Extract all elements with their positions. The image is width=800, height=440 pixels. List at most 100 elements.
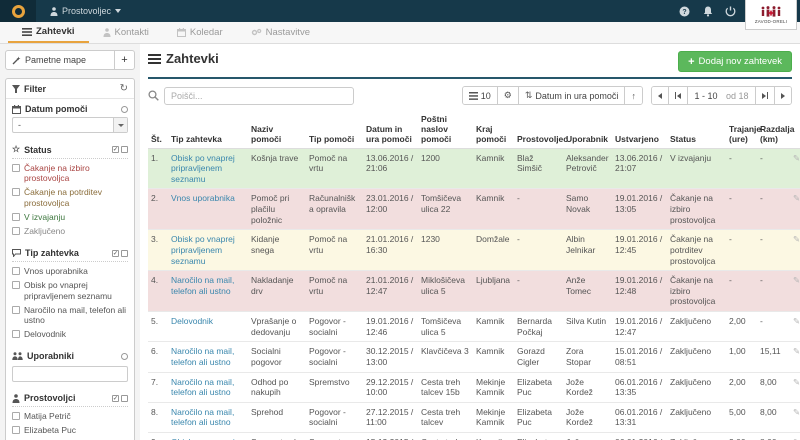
page-size-button[interactable]: 10 xyxy=(462,87,498,104)
cell-user: Albin Jelnikar xyxy=(563,229,612,272)
date-filter-clear-icon[interactable] xyxy=(121,105,128,113)
select-all-checkbox-icon[interactable]: ✓ xyxy=(112,146,119,153)
select-all-checkbox-icon[interactable]: ✓ xyxy=(112,394,119,402)
checkbox[interactable] xyxy=(12,188,20,197)
cell-place: Kamnik xyxy=(473,311,514,343)
filter-funnel-icon xyxy=(12,84,20,93)
cell-status: Čakanje na izbiro prostovoljca xyxy=(667,188,726,231)
edit-pencil-icon[interactable]: ✎ xyxy=(793,234,800,245)
edit-pencil-icon[interactable]: ✎ xyxy=(793,152,800,163)
add-smart-folder-button[interactable]: + xyxy=(114,51,134,69)
page-title: Zahtevki xyxy=(166,51,219,66)
checkbox[interactable] xyxy=(12,426,20,435)
sort-direction-button[interactable]: ↑ xyxy=(625,87,642,104)
add-request-button[interactable]: + Dodaj nov zahtevek xyxy=(678,51,792,72)
users-filter-clear-icon[interactable] xyxy=(121,352,128,360)
table-row: 7. Naročilo na mail, telefon ali ustno Odh… xyxy=(148,372,800,403)
filter-option[interactable]: Zaključeno xyxy=(12,226,128,236)
column-header[interactable]: Tip zahtevka xyxy=(168,111,248,149)
cell-user: Jože Kordež xyxy=(563,402,612,434)
sort-field-button[interactable]: ⇅ Datum in ura pomoči xyxy=(518,87,626,104)
checkbox[interactable] xyxy=(12,226,20,235)
tab-koledar[interactable]: Koledar xyxy=(163,22,237,43)
notifications-bell-icon[interactable] xyxy=(702,6,713,17)
columns-settings-button[interactable]: ⚙ xyxy=(497,87,519,104)
first-page-button[interactable] xyxy=(668,87,689,104)
edit-pencil-icon[interactable]: ✎ xyxy=(793,376,800,387)
cell-volunteer: Elizabeta Puc xyxy=(514,402,563,434)
column-header[interactable]: Naziv pomoči xyxy=(248,111,306,149)
power-logout-icon[interactable] xyxy=(725,6,736,17)
prev-page-button[interactable] xyxy=(651,87,669,104)
column-header[interactable]: Razdalja (km) xyxy=(757,111,795,149)
help-icon[interactable]: ? xyxy=(679,6,690,17)
edit-pencil-icon[interactable]: ✎ xyxy=(793,193,800,204)
cell-request-type[interactable]: Obisk po vnaprej pripravljenem seznamu xyxy=(168,229,248,272)
column-header[interactable]: Datum in ura pomoči xyxy=(363,111,418,149)
cell-edit: ✎ xyxy=(790,402,800,434)
select-none-checkbox-icon[interactable] xyxy=(121,394,128,402)
last-page-button[interactable] xyxy=(755,87,775,104)
cell-request-type[interactable]: Naročilo na mail, telefon ali ustno xyxy=(168,341,248,373)
checkbox[interactable] xyxy=(12,305,20,314)
cell-address: Miklošičeva ulica 5 xyxy=(418,270,473,313)
filter-option[interactable]: V izvajanju xyxy=(12,212,128,222)
cell-created: 06.01.2016 / 13:31 xyxy=(612,402,667,434)
cell-distance: - xyxy=(757,148,790,190)
role-switcher[interactable]: Prostovoljec xyxy=(50,6,122,16)
column-header[interactable]: Poštni naslov pomoči xyxy=(418,111,473,149)
column-header[interactable]: Tip pomoči xyxy=(306,111,363,149)
filter-option[interactable]: Vnos uporabnika xyxy=(12,266,128,276)
filter-option[interactable]: Čakanje na potrditev prostovoljca xyxy=(12,187,128,208)
search-input[interactable] xyxy=(164,86,354,105)
table-row: 2. Vnos uporabnika Pomoč pri plačilu polož… xyxy=(148,188,800,231)
checkbox[interactable] xyxy=(12,164,20,172)
select-all-checkbox-icon[interactable]: ✓ xyxy=(112,249,119,257)
column-header[interactable]: Št. xyxy=(148,111,168,149)
tab-nastavitve[interactable]: Nastavitve xyxy=(237,22,324,43)
column-header[interactable]: Kraj pomoči xyxy=(473,111,514,149)
checkbox[interactable] xyxy=(12,267,20,276)
cell-request-type[interactable]: Delovodnik xyxy=(168,311,248,343)
cell-request-type[interactable]: Naročilo na mail, telefon ali ustno xyxy=(168,402,248,434)
column-header[interactable]: Trajanje (ure) xyxy=(726,111,761,149)
tab-zahtevki[interactable]: Zahtevki xyxy=(8,22,89,43)
checkbox[interactable] xyxy=(12,281,20,290)
column-header[interactable]: Status xyxy=(667,111,726,149)
filter-option[interactable]: Obisk po vnaprej pripravljenem seznamu xyxy=(12,280,128,301)
cell-request-type[interactable]: Naročilo na mail, telefon ali ustno xyxy=(168,372,248,403)
cell-request-type[interactable]: Obisk po vnaprej pripravljenem seznamu xyxy=(168,432,248,440)
column-header[interactable]: Uporabnik xyxy=(563,111,612,149)
checkbox[interactable] xyxy=(12,330,20,339)
checkbox[interactable] xyxy=(12,212,20,221)
date-filter-select[interactable]: - xyxy=(12,117,128,133)
next-page-button[interactable] xyxy=(775,87,791,104)
select-none-checkbox-icon[interactable] xyxy=(121,146,128,153)
cell-request-type[interactable]: Obisk po vnaprej pripravljenem seznamu xyxy=(168,148,248,190)
edit-pencil-icon[interactable]: ✎ xyxy=(793,406,800,417)
filter-reset-icon[interactable]: ↻ xyxy=(119,83,128,94)
users-filter-input[interactable] xyxy=(12,366,128,383)
column-header[interactable]: Ustvarjeno xyxy=(612,111,667,149)
cell-help-name: Vprašanje o dedovanju xyxy=(248,311,306,343)
filter-option-label: Delovodnik xyxy=(24,329,67,340)
edit-pencil-icon[interactable]: ✎ xyxy=(793,316,800,327)
cell-status: Zaključeno xyxy=(667,341,726,373)
cell-request-type[interactable]: Vnos uporabnika xyxy=(168,188,248,231)
gears-icon xyxy=(251,28,261,36)
filter-option[interactable]: Elizabeta Puc xyxy=(12,425,128,435)
app-logo[interactable] xyxy=(0,0,36,22)
column-header[interactable]: Prostovoljec xyxy=(514,111,568,149)
edit-pencil-icon[interactable]: ✎ xyxy=(793,275,800,286)
tab-kontakti[interactable]: Kontakti xyxy=(89,22,163,43)
edit-pencil-icon[interactable]: ✎ xyxy=(793,437,800,440)
edit-pencil-icon[interactable]: ✎ xyxy=(793,346,800,357)
filter-option[interactable]: Delovodnik xyxy=(12,329,128,339)
filter-option[interactable]: Naročilo na mail, telefon ali ustno xyxy=(12,305,128,325)
select-none-checkbox-icon[interactable] xyxy=(121,249,128,257)
checkbox[interactable] xyxy=(12,412,20,421)
cell-request-type[interactable]: Naročilo na mail, telefon ali ustno xyxy=(168,270,248,313)
filter-option[interactable]: Matija Petrič xyxy=(12,411,128,421)
star-icon: ☆ xyxy=(12,144,21,154)
filter-option[interactable]: Čakanje na izbiro prostovoljca xyxy=(12,163,128,183)
